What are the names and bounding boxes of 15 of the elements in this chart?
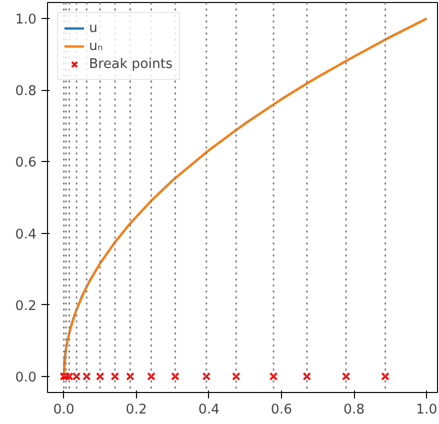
x-tick-label: 0.4	[198, 402, 220, 418]
x-tick-label: 0.2	[126, 402, 147, 418]
legend-label: u	[89, 20, 98, 37]
legend-label: Break points	[89, 56, 173, 73]
legend-label: uₙ	[89, 38, 104, 55]
x-tick-label: 0.8	[343, 402, 365, 418]
y-tick-label: 0.2	[15, 298, 37, 314]
x-tick-label: 0.6	[270, 402, 292, 418]
x-tick-label: 1.0	[416, 402, 438, 418]
x-tick-label: 0.0	[53, 402, 74, 418]
y-tick-label: 1.0	[15, 12, 37, 28]
y-tick-label: 0.4	[15, 227, 37, 242]
y-tick-label: 0.8	[15, 84, 37, 100]
y-tick-label: 0.6	[15, 156, 37, 171]
y-tick-label: 0.0	[15, 370, 37, 386]
